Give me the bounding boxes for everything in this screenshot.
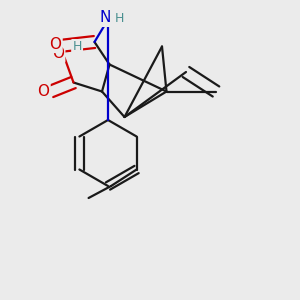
Text: H: H — [72, 40, 82, 53]
Text: O: O — [37, 84, 49, 99]
Text: O: O — [52, 46, 64, 62]
Text: N: N — [99, 11, 111, 26]
Text: H: H — [115, 11, 124, 25]
Text: O: O — [49, 37, 61, 52]
